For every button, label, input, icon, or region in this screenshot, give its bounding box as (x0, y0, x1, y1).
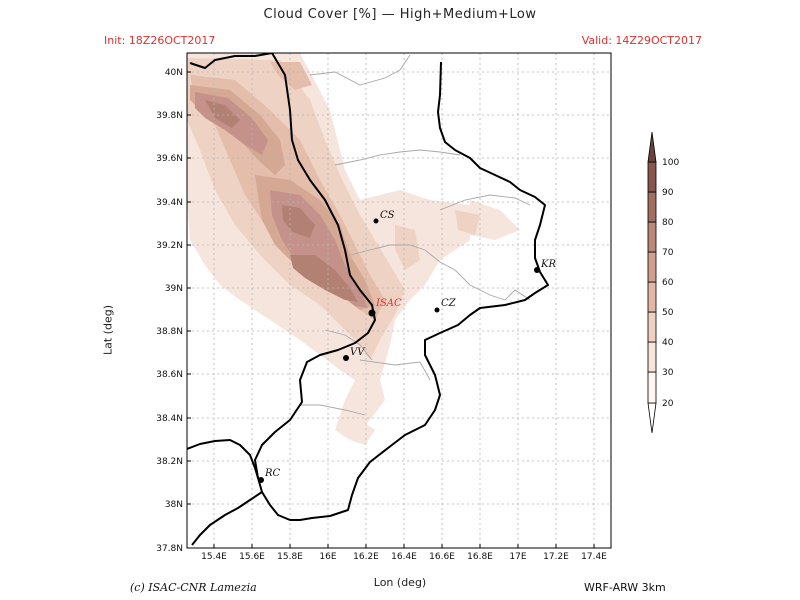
colorbar-min-arrow (647, 402, 657, 434)
city-label: VV (350, 347, 366, 358)
x-tick-label: 15.6E (239, 552, 265, 562)
axis-ticks (187, 71, 595, 548)
y-tick-label: 39.4N (156, 198, 183, 208)
colorbar-swatch (647, 221, 657, 253)
y-tick-label: 38.8N (156, 327, 183, 337)
y-tick-labels: 37.8N 38N 38.2N 38.4N 38.6N 38.8N 39N 39… (156, 68, 183, 554)
city-kr: KR (534, 259, 556, 273)
city-label: CS (380, 210, 395, 221)
colorbar-label: 60 (662, 278, 674, 288)
x-tick-label: 17.4E (581, 552, 607, 562)
colorbar-swatch (647, 371, 657, 404)
city-dot (434, 307, 440, 313)
colorbar-label: 20 (662, 399, 674, 409)
x-tick-label: 16.6E (429, 552, 455, 562)
y-tick-label: 38.4N (156, 414, 183, 424)
colorbar-label: 90 (662, 188, 674, 198)
colorbar-swatch (647, 191, 657, 223)
city-label: CZ (441, 298, 457, 309)
city-vv: VV (343, 347, 366, 361)
cloud-cover-field (187, 53, 520, 445)
x-tick-labels: 15.4E 15.6E 15.8E 16E 16.2E 16.4E 16.6E … (201, 552, 607, 562)
colorbar-label: 50 (662, 308, 674, 318)
colorbar-label: 80 (662, 218, 674, 228)
colorbar-label: 40 (662, 338, 674, 348)
map-title: Cloud Cover [%] — High+Medium+Low (263, 7, 537, 22)
y-axis-label: Lat (deg) (101, 305, 115, 355)
city-markers: CS KR ISAC CZ VV RC (258, 210, 556, 483)
colorbar-swatch (647, 251, 657, 283)
y-tick-label: 40N (165, 68, 183, 78)
city-dot (258, 477, 264, 483)
colorbar-swatch (647, 341, 657, 373)
x-tick-label: 15.8E (277, 552, 303, 562)
city-cz: CZ (434, 298, 457, 313)
y-tick-label: 39.2N (156, 241, 183, 251)
colorbar-label: 100 (662, 158, 679, 168)
valid-time-label: Valid: 14Z29OCT2017 (581, 34, 702, 47)
colorbar-max-arrow (647, 131, 657, 163)
y-tick-label: 38N (165, 500, 183, 510)
city-isac: ISAC (368, 298, 402, 317)
x-tick-label: 16E (319, 552, 336, 562)
city-label: ISAC (375, 298, 402, 309)
y-tick-label: 37.8N (156, 544, 183, 554)
city-rc: RC (258, 468, 281, 483)
x-tick-label: 16.8E (467, 552, 493, 562)
colorbar-swatch (647, 281, 657, 313)
colorbar-swatch (647, 311, 657, 343)
y-tick-label: 39N (165, 284, 183, 294)
x-tick-label: 16.2E (353, 552, 379, 562)
city-label: RC (264, 468, 281, 479)
x-tick-label: 15.4E (201, 552, 227, 562)
city-dot (368, 309, 376, 317)
credit-label: (c) ISAC-CNR Lamezia (130, 581, 257, 594)
city-dot (343, 355, 349, 361)
province-borders (300, 54, 531, 416)
x-axis-label: Lon (deg) (373, 576, 427, 589)
colorbar-label: 30 (662, 368, 674, 378)
city-dot (534, 267, 540, 273)
plot-frame (186, 52, 612, 549)
city-cs: CS (373, 210, 395, 224)
y-tick-label: 39.8N (156, 111, 183, 121)
city-label: KR (540, 259, 556, 270)
y-tick-label: 38.2N (156, 457, 183, 467)
colorbar: 20 30 40 50 60 70 80 90 100 (647, 131, 679, 434)
x-tick-label: 16.4E (391, 552, 417, 562)
colorbar-swatch (647, 161, 657, 193)
colorbar-label: 70 (662, 248, 674, 258)
model-label: WRF-ARW 3km (584, 581, 666, 594)
x-tick-label: 17.2E (543, 552, 569, 562)
init-time-label: Init: 18Z26OCT2017 (104, 34, 216, 47)
y-tick-label: 39.6N (156, 154, 183, 164)
x-tick-label: 17E (509, 552, 526, 562)
city-dot (373, 218, 379, 224)
y-tick-label: 38.6N (156, 370, 183, 380)
